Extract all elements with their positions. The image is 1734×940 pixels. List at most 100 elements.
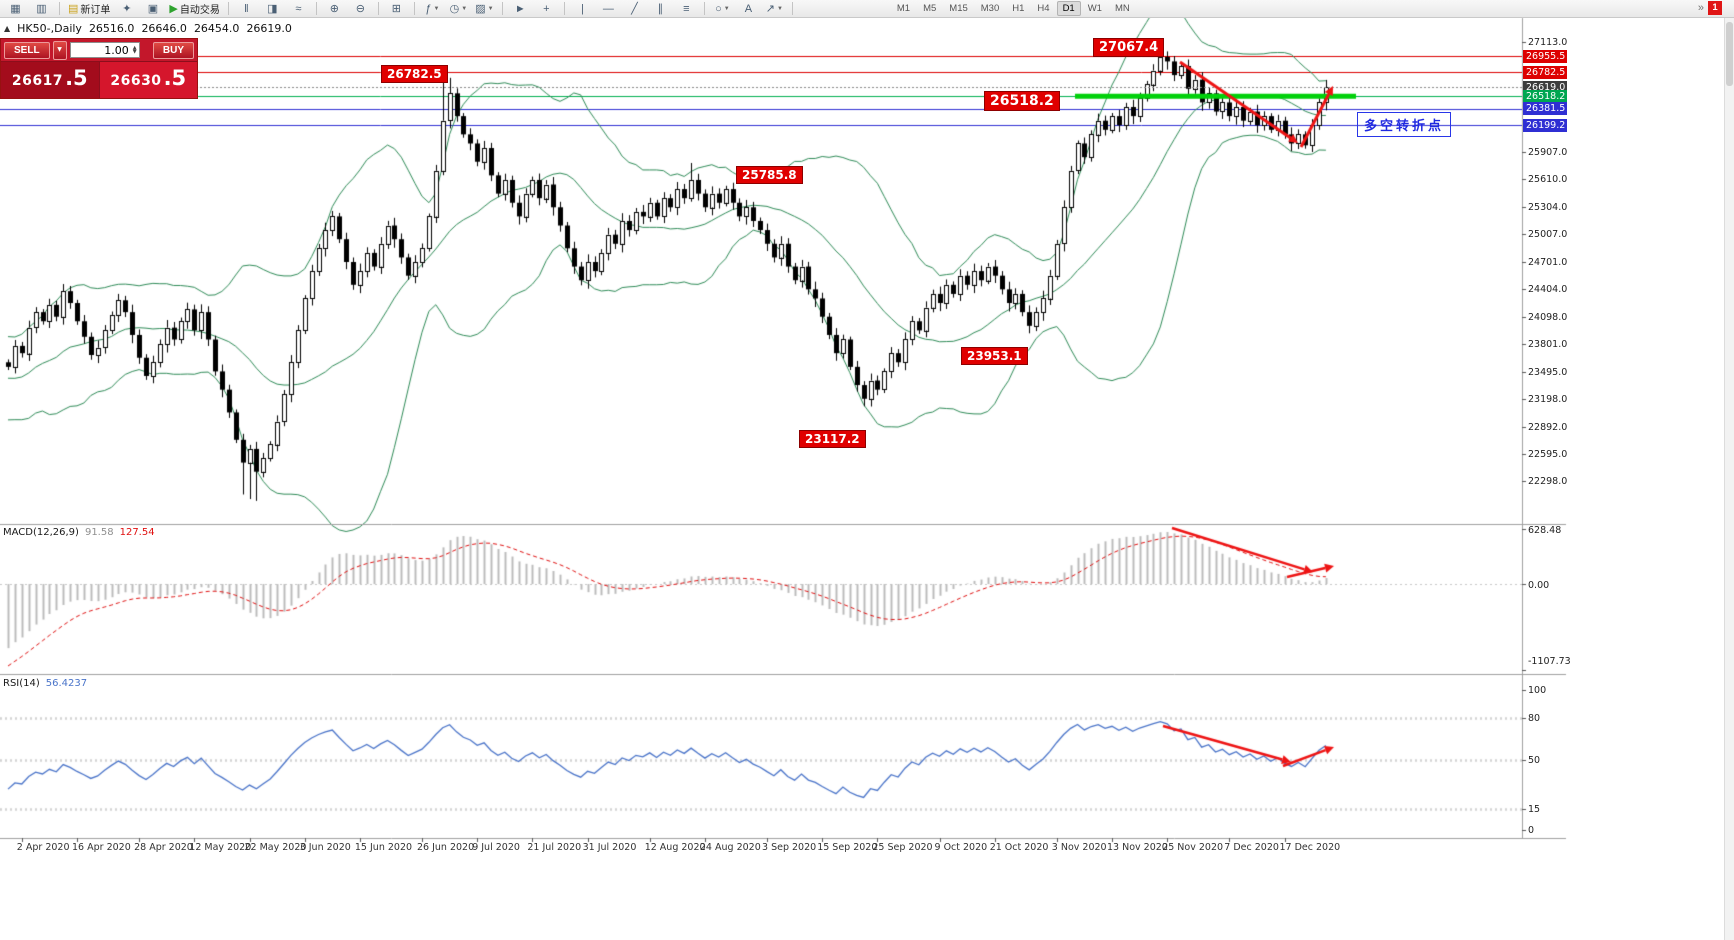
shapes-button[interactable]: ○ ▼ [711, 1, 734, 16]
rsi-axis-tick: 100 [1528, 685, 1547, 696]
toolbar-separator [501, 2, 503, 15]
horizontal-line-button[interactable]: — [597, 1, 620, 16]
rsi-axis-tick: 0 [1528, 825, 1535, 836]
periods-icon: ◷ [449, 3, 460, 15]
candlestick-chart-button[interactable]: ◨ [261, 1, 284, 16]
sell-price[interactable]: 26617 .5 [1, 62, 99, 98]
bars-chart-button[interactable]: ‖ [235, 1, 258, 16]
time-axis-label: 3 Nov 2020 [1051, 842, 1107, 853]
chart-symbol-period: HK50-,Daily [17, 22, 82, 35]
toolbar-overflow-icon[interactable]: » [1697, 2, 1704, 14]
arrows-button[interactable]: ↗ ▼ [763, 1, 786, 16]
price-axis-tick: 23198.0 [1528, 393, 1568, 405]
timeframe-m30[interactable]: M30 [980, 3, 1000, 14]
sell-button[interactable]: SELL [4, 41, 50, 59]
tile-windows-button[interactable]: ⊞ [385, 1, 408, 16]
candlestick-chart-icon: ◨ [267, 3, 278, 15]
autotrading-label: 自动交易 [179, 5, 220, 16]
buy-price-main: 26630 [110, 73, 162, 89]
line-chart-button[interactable]: ≈ [287, 1, 310, 16]
timeframe-d1[interactable]: D1 [1056, 1, 1081, 16]
price-annotation-label[interactable]: 23117.2 [799, 430, 866, 448]
panel-collapse-icon[interactable]: ▲ [4, 24, 11, 33]
timeframe-mn[interactable]: MN [1114, 3, 1130, 14]
rsi-axis-tick: 80 [1528, 713, 1541, 724]
profiles-icon: ▥ [36, 3, 47, 15]
price-annotation-label[interactable]: 23953.1 [961, 347, 1028, 365]
indicators-icon: ƒ [425, 2, 432, 15]
macd-axis-tick: 0.00 [1528, 580, 1550, 592]
volume-spinner[interactable]: ▲ ▼ [132, 45, 137, 55]
price-axis-tick: 23495.0 [1528, 366, 1568, 378]
price-annotation-label[interactable]: 26518.2 [984, 91, 1060, 111]
new-chart-button[interactable]: ▦ [4, 1, 27, 16]
text-icon: A [744, 2, 753, 15]
bars-chart-icon: ‖ [244, 2, 249, 15]
horizontal-line-icon: — [602, 2, 614, 15]
indicators-button[interactable]: ƒ ▼ [421, 1, 444, 16]
chevron-down-icon: ▼ [461, 5, 468, 12]
timeframe-h1[interactable]: H1 [1012, 3, 1025, 14]
trendline-button[interactable]: ╱ [623, 1, 646, 16]
zoom-out-button[interactable]: ⊖ [349, 1, 372, 16]
chevron-down-icon: ▼ [777, 5, 783, 12]
price-axis-badge: 26955.5 [1523, 49, 1567, 63]
macd-name: MACD(12,26,9) [3, 527, 79, 538]
scrollbar-thumb[interactable] [1726, 22, 1733, 86]
rsi-indicator-label: RSI(14) 56.4237 [3, 678, 87, 689]
autotrading-button[interactable]: ▶ 自动交易 [167, 1, 221, 16]
equidistant-channel-icon: ∥ [657, 3, 664, 15]
buy-price[interactable]: 26630 .5 [98, 62, 197, 98]
crosshair-button[interactable]: + [535, 1, 558, 16]
price-annotation-label[interactable]: 27067.4 [1093, 38, 1165, 57]
time-axis-label: 15 Sep 2020 [817, 842, 878, 853]
zoom-out-icon: ⊖ [355, 3, 365, 15]
chevron-down-icon: ▼ [433, 5, 440, 12]
ohlc-low: 26454.0 [193, 22, 240, 35]
tile-windows-icon: ⊞ [391, 3, 401, 15]
volume-input[interactable]: 1.00 ▲ ▼ [69, 42, 140, 58]
vertical-line-button[interactable]: | [571, 1, 594, 16]
time-axis-label: 21 Jul 2020 [527, 842, 582, 853]
equidistant-channel-button[interactable]: ∥ [649, 1, 672, 16]
terminal-button[interactable]: ▣ [141, 1, 164, 16]
navigator-button[interactable]: ✦ [115, 1, 138, 16]
time-axis-label: 13 Nov 2020 [1107, 842, 1168, 853]
price-axis-tick: 24098.0 [1528, 311, 1568, 323]
time-axis-label: 22 May 2020 [244, 842, 307, 853]
price-annotation-label[interactable]: 26782.5 [381, 65, 448, 83]
trendline-icon: ╱ [631, 3, 638, 15]
vertical-scrollbar[interactable] [1724, 0, 1734, 940]
timeframe-m15[interactable]: M15 [949, 3, 968, 14]
timeframe-h4[interactable]: H4 [1037, 3, 1050, 14]
cursor-button[interactable]: ► [509, 1, 532, 16]
sell-options-caret-icon[interactable]: ▼ [52, 40, 67, 60]
price-axis-tick: 24701.0 [1528, 256, 1568, 268]
profiles-button[interactable]: ▥ [30, 1, 53, 16]
timeframe-m1[interactable]: M1 [896, 3, 911, 14]
price-annotation-label[interactable]: 25785.8 [736, 166, 803, 184]
zoom-in-button[interactable]: ⊕ [323, 1, 346, 16]
buy-price-fraction: .5 [163, 66, 187, 90]
notification-badge[interactable]: 1 [1708, 1, 1722, 15]
time-axis-label: 15 Jun 2020 [354, 842, 413, 853]
sell-price-fraction: .5 [65, 66, 88, 90]
annotation-note-text[interactable]: 多空转折点 [1357, 112, 1452, 137]
buy-button[interactable]: BUY [152, 41, 194, 59]
navigator-icon: ✦ [122, 3, 132, 15]
fibonacci-button[interactable]: ≡ [675, 1, 698, 16]
timeframe-w1[interactable]: W1 [1087, 3, 1102, 14]
timeframe-group: M1 M5 M15 M30 H1 H4 D1 W1 MN [891, 1, 1136, 16]
macd-indicator-label: MACD(12,26,9) 91.58 127.54 [3, 527, 155, 538]
new-order-label: 新订单 [80, 5, 111, 16]
periods-button[interactable]: ◷ ▼ [447, 1, 470, 16]
text-button[interactable]: A [737, 1, 760, 16]
timeframe-m5[interactable]: M5 [923, 3, 937, 14]
shapes-icon: ○ [715, 2, 722, 15]
time-axis-label: 28 Apr 2020 [134, 842, 193, 853]
chevron-down-icon: ▼ [723, 5, 730, 12]
new-order-button[interactable]: ▤ 新订单 [66, 1, 112, 16]
templates-button[interactable]: ▨ ▼ [473, 1, 496, 16]
